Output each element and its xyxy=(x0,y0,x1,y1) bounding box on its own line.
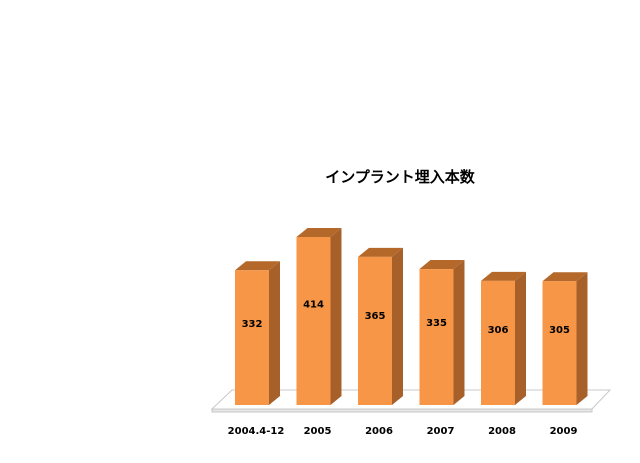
bar-side-5 xyxy=(576,272,588,405)
data-label-4: 306 xyxy=(488,325,509,336)
bar-top-4 xyxy=(481,271,526,281)
chart-title: インプラント埋入本数 xyxy=(325,168,475,186)
x-tick-label-5: 2009 xyxy=(550,426,578,437)
bar-5 xyxy=(542,281,577,405)
x-tick-label-1: 2005 xyxy=(304,426,332,437)
bar-side-4 xyxy=(515,271,526,405)
x-tick-label-3: 2007 xyxy=(427,426,455,437)
bar-0 xyxy=(235,270,269,405)
x-tick-label-0: 2004.4-12 xyxy=(228,426,285,437)
data-label-5: 305 xyxy=(549,325,570,336)
chart-floor-edge xyxy=(211,408,593,413)
bar-side-1 xyxy=(330,228,342,405)
bar-1 xyxy=(296,237,331,405)
x-tick-label-2: 2006 xyxy=(365,426,393,437)
bar-side-3 xyxy=(453,260,465,405)
bar-2 xyxy=(358,256,392,405)
bar-side-2 xyxy=(392,247,403,405)
data-label-2: 365 xyxy=(365,311,386,322)
bar-top-3 xyxy=(419,260,465,270)
data-label-1: 414 xyxy=(303,300,324,311)
bar-4 xyxy=(481,280,515,405)
data-label-0: 332 xyxy=(242,319,263,330)
bar-top-1 xyxy=(296,228,342,237)
bar-3 xyxy=(419,269,454,405)
bar-top-5 xyxy=(542,272,588,282)
bar-top-0 xyxy=(235,261,280,271)
data-label-3: 335 xyxy=(426,318,447,329)
bar-side-0 xyxy=(269,261,280,405)
x-tick-label-4: 2008 xyxy=(488,426,516,437)
bar-top-2 xyxy=(358,247,403,257)
